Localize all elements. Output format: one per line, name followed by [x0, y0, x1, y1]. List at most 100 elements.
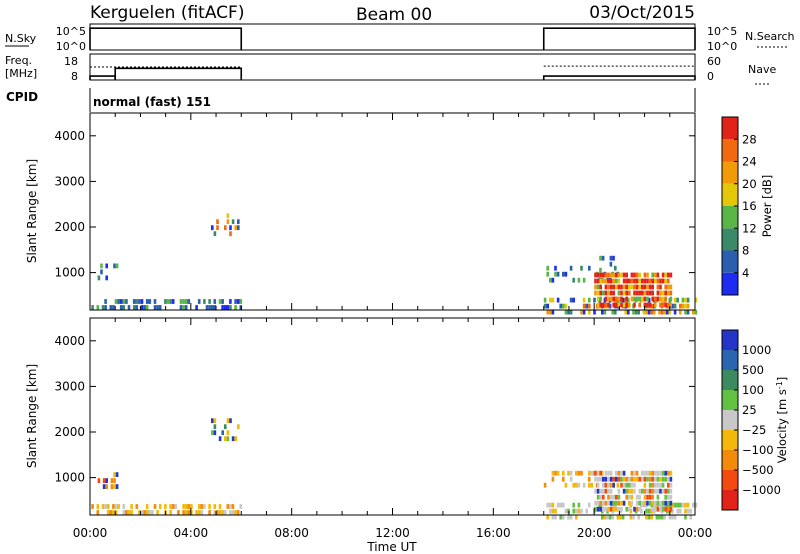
range-gate-cell	[661, 506, 665, 512]
range-gate-cell	[646, 278, 649, 284]
range-gate-cell	[633, 302, 636, 308]
range-gate-cell	[617, 488, 621, 494]
range-gate-cell	[622, 284, 626, 290]
range-gate-cell	[620, 284, 623, 290]
range-gate-cell	[607, 272, 610, 278]
range-gate-cell	[684, 303, 687, 309]
range-gate-cell	[604, 470, 608, 476]
range-gate-cell	[667, 272, 670, 278]
range-gate-cell	[596, 272, 600, 278]
radar-title: Kerguelen (fitACF)	[90, 3, 244, 23]
range-gate-cell	[580, 508, 583, 514]
range-gate-cell	[622, 470, 626, 476]
range-gate-cell	[602, 482, 605, 488]
range-gate-cell	[569, 470, 573, 476]
range-gate-cell	[184, 510, 188, 515]
range-gate-cell	[604, 488, 608, 494]
range-gate-cell	[588, 470, 591, 476]
range-gate-cell	[646, 500, 649, 506]
range-gate-cell	[638, 296, 641, 302]
range-gate-cell	[615, 272, 618, 278]
range-gate-cell	[594, 506, 597, 512]
range-gate-cell	[633, 470, 636, 476]
power-panel: 1000 2000 3000 4000 Slant Range [km]	[25, 112, 698, 315]
range-gate-cell	[184, 305, 188, 310]
range-gate-cell	[590, 470, 594, 476]
range-gate-cell	[106, 510, 110, 515]
range-gate-cell	[656, 296, 660, 302]
y-tick-label: 1000	[54, 266, 85, 280]
range-gate-cell	[169, 504, 172, 509]
range-gate-cell	[628, 278, 631, 284]
range-gate-cell	[664, 476, 667, 482]
range-gate-cell	[138, 510, 141, 515]
range-gate-cell	[130, 504, 133, 509]
range-gate-cell	[654, 476, 657, 482]
range-gate-cell	[602, 290, 605, 296]
range-gate-cell	[660, 514, 664, 520]
range-gate-cell	[612, 284, 615, 290]
range-gate-cell	[599, 296, 602, 302]
range-gate-cell	[617, 296, 621, 302]
range-gate-cell	[221, 299, 224, 304]
range-gate-cell	[664, 278, 667, 284]
range-gate-cell	[633, 284, 636, 290]
range-gate-cell	[648, 476, 652, 482]
range-gate-cell	[628, 500, 631, 506]
range-gate-cell	[625, 506, 628, 512]
range-gate-cell	[609, 488, 613, 494]
range-gate-cell	[208, 510, 211, 515]
range-gate-cell	[190, 504, 193, 509]
range-gate-cell	[572, 502, 575, 508]
range-gate-cell	[564, 508, 568, 514]
range-gate-cell	[641, 470, 644, 476]
range-gate-cell	[648, 278, 652, 284]
range-gate-cell	[689, 514, 692, 520]
range-gate-cell	[609, 261, 613, 267]
colorbar-tick-label: −100	[742, 443, 774, 457]
range-gate-cell	[119, 305, 123, 310]
range-gate-cell	[622, 488, 626, 494]
range-gate-cell	[633, 278, 636, 284]
range-gate-cell	[115, 472, 119, 477]
range-gate-cell	[208, 504, 211, 509]
range-gate-cell	[604, 476, 608, 482]
colorbar-tick-label: 4	[742, 266, 749, 280]
range-gate-cell	[646, 494, 649, 500]
range-gate-cell	[554, 514, 557, 520]
range-gate-cell	[213, 510, 217, 515]
range-gate-cell	[630, 284, 634, 290]
range-gate-cell	[664, 500, 667, 506]
range-gate-cell	[609, 476, 613, 482]
range-gate-cell	[622, 290, 626, 296]
range-gate-cell	[641, 290, 644, 296]
nsearch-tick-high: 10^5	[707, 25, 737, 38]
range-gate-cell	[617, 302, 621, 308]
range-gate-cell	[635, 278, 639, 284]
range-gate-cell	[112, 504, 115, 509]
range-gate-cell	[646, 284, 649, 290]
range-gate-cell	[556, 271, 560, 277]
range-gate-cell	[197, 510, 201, 515]
range-gate-cell	[549, 297, 552, 303]
freq-panel: Freq. [MHz] 18 8 60 0 Nave	[5, 53, 776, 85]
range-gate-cell	[667, 488, 670, 494]
range-gate-cell	[607, 296, 610, 302]
velocity-label-sup: -1	[775, 381, 784, 389]
range-gate-cell	[641, 500, 644, 506]
range-gate-cell	[668, 514, 672, 520]
range-gate-cell	[601, 309, 604, 315]
range-gate-cell	[666, 309, 669, 315]
range-gate-cell	[599, 470, 602, 476]
range-gate-cell	[122, 305, 126, 310]
range-gate-cell	[669, 482, 673, 488]
range-gate-cell	[145, 510, 149, 515]
range-gate-cell	[551, 476, 555, 482]
power-colorbar: 4 8 12 16 20 24 28 Power [dB]	[721, 116, 774, 296]
range-gate-cell	[97, 275, 101, 281]
range-gate-cell	[575, 508, 578, 514]
range-gate-cell	[612, 278, 615, 284]
velocity-y-axis: 1000 2000 3000 4000	[54, 334, 695, 485]
range-gate-cell	[604, 506, 608, 512]
range-gate-cell	[585, 508, 588, 514]
